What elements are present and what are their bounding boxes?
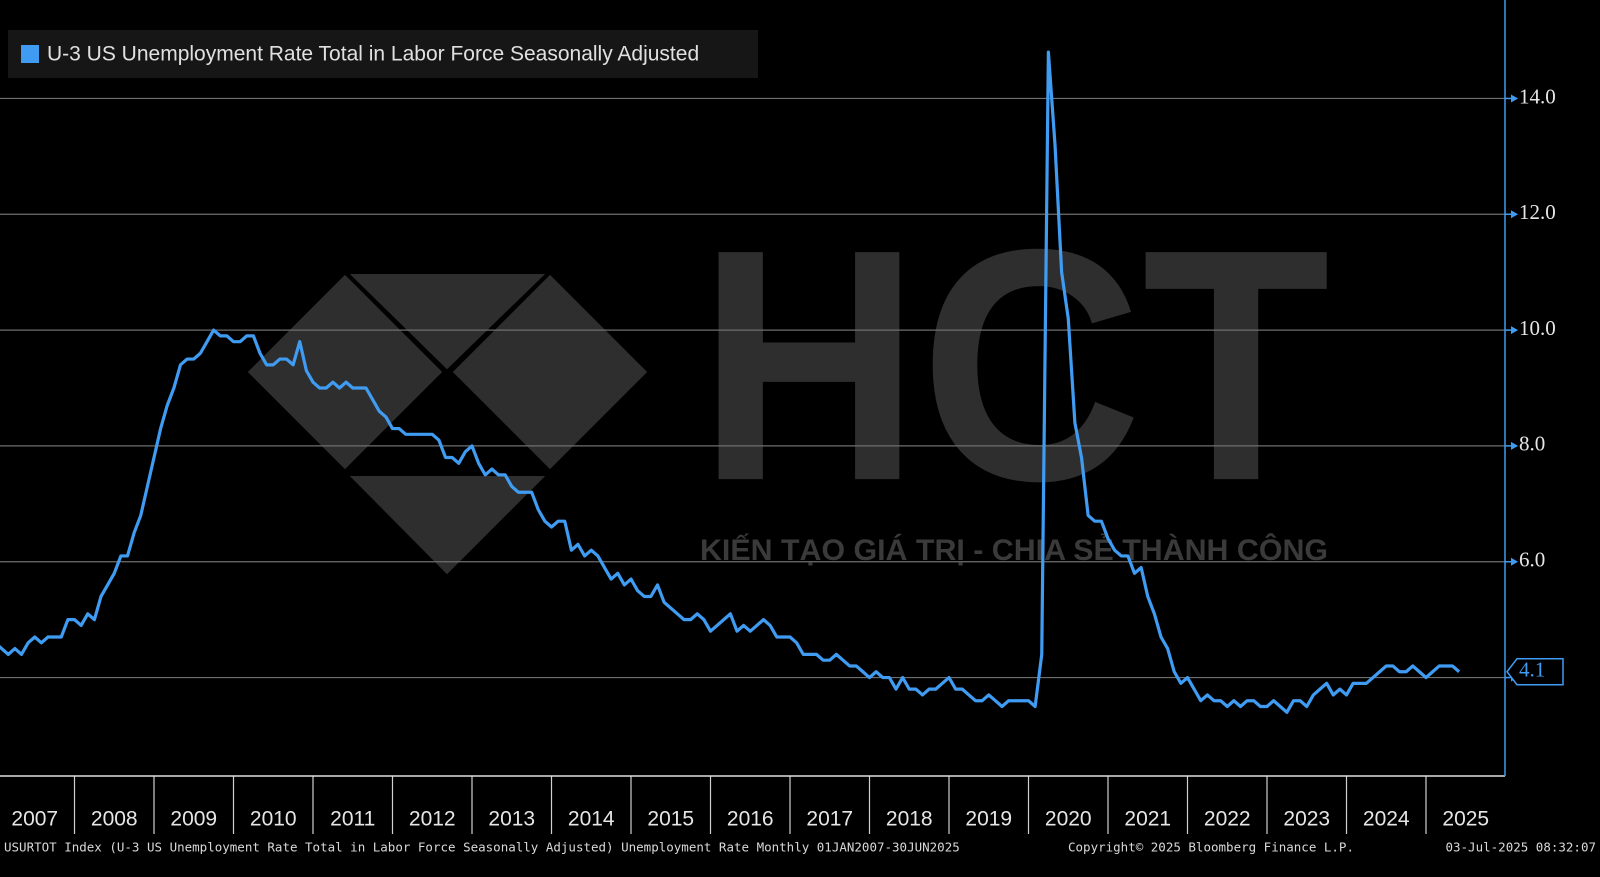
y-tick-label: 12.0 — [1519, 200, 1556, 224]
x-tick-label: 2016 — [727, 808, 774, 831]
x-tick-label: 2019 — [965, 808, 1012, 831]
legend-swatch — [21, 45, 39, 63]
footer-timestamp: 03-Jul-2025 08:32:07 — [1445, 840, 1596, 855]
legend-label: U-3 US Unemployment Rate Total in Labor … — [47, 43, 699, 66]
watermark-logo — [242, 269, 653, 580]
x-tick-label: 2010 — [250, 808, 297, 831]
y-tick-label: 10.0 — [1519, 316, 1556, 340]
y-tick-label: 8.0 — [1519, 432, 1545, 456]
series-line — [0, 50, 1461, 714]
x-tick-label: 2023 — [1283, 808, 1330, 831]
diamond — [340, 472, 555, 580]
x-tick-label: 2011 — [330, 808, 375, 831]
x-tick-label: 2017 — [806, 808, 853, 831]
x-tick-label: 2007 — [11, 808, 58, 831]
x-tick-label: 2021 — [1124, 808, 1171, 831]
footer-copyright: Copyright© 2025 Bloomberg Finance L.P. — [1068, 840, 1354, 855]
last-value-box — [1506, 658, 1564, 686]
plot: 4.1 — [0, 50, 1564, 714]
x-tick-label: 2018 — [886, 808, 933, 831]
last-value-label: 4.1 — [1519, 658, 1545, 682]
y-tick-arrow — [1511, 94, 1518, 103]
x-tick-label: 2008 — [91, 808, 138, 831]
x-tick-label: 2025 — [1442, 808, 1489, 831]
x-tick-label: 2014 — [568, 808, 615, 831]
legend-box — [8, 30, 758, 78]
y-tick-arrow — [1511, 326, 1518, 335]
y-tick-arrow — [1511, 441, 1518, 450]
y-tick-arrow — [1511, 557, 1518, 566]
x-tick-label: 2022 — [1204, 808, 1251, 831]
y-tick-label: 6.0 — [1519, 548, 1545, 572]
diamond — [340, 270, 555, 375]
watermark-logo-text: HCT — [698, 180, 1330, 549]
footer-description: USURTOT Index (U-3 US Unemployment Rate … — [4, 840, 960, 855]
y-tick-arrow — [1511, 210, 1518, 219]
x-tick-label: 2024 — [1363, 808, 1410, 831]
grid: 4.06.08.010.012.014.02007200820092010201… — [0, 84, 1556, 834]
x-tick-label: 2012 — [409, 808, 456, 831]
x-tick-label: 2013 — [488, 808, 535, 831]
x-tick-label: 2020 — [1045, 808, 1092, 831]
x-tick-label: 2009 — [170, 808, 217, 831]
x-tick-label: 2015 — [647, 808, 694, 831]
y-tick-label: 14.0 — [1519, 84, 1556, 108]
